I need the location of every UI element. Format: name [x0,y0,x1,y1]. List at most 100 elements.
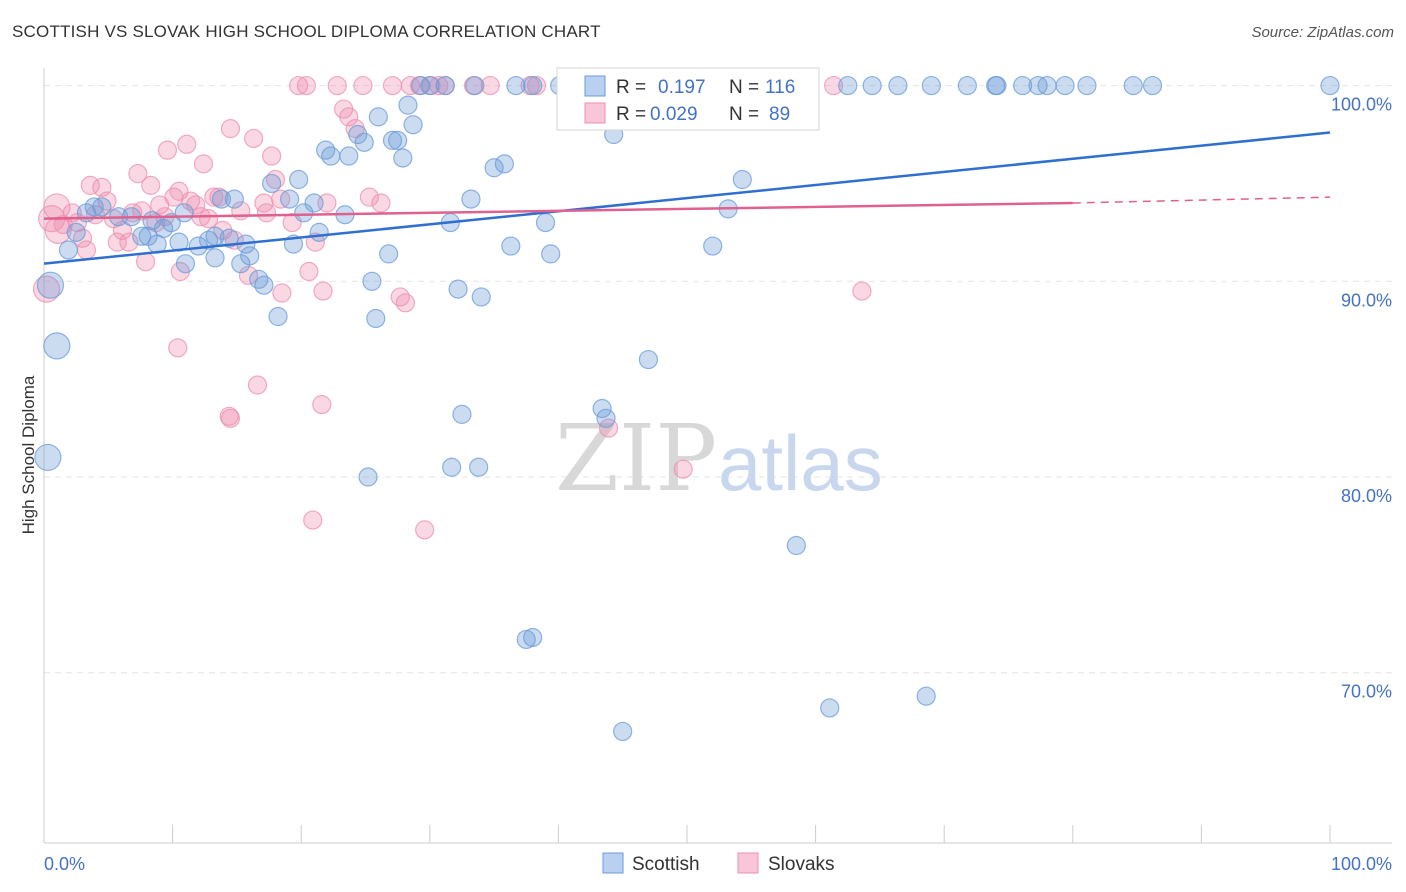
scottish-point [268,306,288,327]
scottish-point [862,75,882,96]
scottish-point [382,130,403,150]
scottish-point [516,629,536,650]
scottish-point [84,197,104,217]
bottom-legend-slovaks: Slovaks [768,854,835,875]
x-tick-label-end: 100.0% [1331,854,1392,874]
trend-line-slovaks [43,201,1073,220]
scottish-point [888,75,908,96]
scottish-point [66,222,86,242]
y-tick-label: 70.0% [1341,682,1392,702]
slovaks-point [32,275,61,303]
trend-lines [43,131,1331,265]
slovaks-point [244,128,264,149]
legend-scottish-n-value: 116 [765,77,795,98]
scottish-point [494,154,514,174]
slovaks-point [312,394,332,415]
scottish-point [379,244,399,264]
scottish-point [820,698,840,718]
y-tick-label: 100.0% [1331,95,1392,115]
scottish-point [304,193,324,213]
chart-title: SCOTTISH VS SLOVAK HIGH SCHOOL DIPLOMA C… [12,22,601,41]
scottish-point [1055,75,1075,96]
slovaks-point [852,281,872,301]
scottish-point [240,246,260,266]
scottish-point [1320,75,1340,96]
bottom-legend-swatch-scottish [602,852,624,874]
slovaks-point [238,265,259,286]
scottish-point [132,226,152,246]
scottish-point [224,189,244,209]
scottish-point [435,75,455,96]
bottom-legend-swatch-slovaks [737,852,759,874]
slovaks-point [480,75,500,96]
scottish-point [1142,75,1163,96]
bottom-legend: Scottish Slovaks [602,852,835,875]
slovaks-point [220,408,241,428]
slovaks-point [256,203,277,223]
y-tick-label: 80.0% [1341,486,1392,506]
scottish-point [354,132,374,152]
scottish-point [638,349,659,370]
slovaks-point [303,510,323,530]
scottish-point [153,218,174,239]
slovaks-point [141,175,161,195]
scottish-point [348,124,368,145]
slovaks-point [289,75,309,96]
scottish-point [34,443,62,472]
legend-swatch-scottish [584,75,606,97]
scottish-point [219,228,239,248]
scottish-point [398,95,418,115]
series-slovaks [32,75,872,540]
legend-slovaks-n-label: N = [729,104,759,125]
scottish-point [403,115,423,135]
slovaks-point [299,261,319,282]
scottish-point [957,75,977,96]
slovaks-point [359,187,379,207]
scottish-point [92,197,112,217]
scottish-point [1123,75,1143,96]
scottish-point [461,189,481,209]
slovaks-point [673,459,693,479]
scottish-point [484,158,504,178]
legend-scottish-r-label: R = [616,77,646,98]
scottish-point [339,146,359,166]
scottish-point [316,140,336,160]
scottish-point [280,189,300,209]
scottish-point [448,279,468,299]
scottish-point [535,212,556,233]
x-tick-label-start: 0.0% [44,854,85,874]
slovaks-point [339,107,359,127]
slovaks-point [296,75,316,96]
scottish-point [1013,75,1033,96]
scottish-point [523,75,543,96]
slovaks-point [135,252,156,272]
slovaks-point [204,187,224,207]
slovaks-point [262,146,282,166]
scottish-point [541,244,561,264]
scottish-point [321,146,341,166]
scottish-point [1077,75,1097,96]
scottish-point [501,236,521,256]
slovaks-point [382,75,403,96]
slovaks-point [220,119,241,139]
slovaks-point [128,164,148,184]
scottish-point [249,269,269,289]
source-credit: Source: ZipAtlas.com [1251,24,1394,41]
bottom-legend-scottish: Scottish [632,854,700,875]
slovaks-point [76,240,97,260]
slovaks-point [395,293,415,313]
scottish-point [205,248,225,268]
scottish-point [732,169,752,190]
y-axis-label: High School Diploma [19,375,38,534]
slovaks-point [272,283,292,303]
slovaks-point [199,209,219,229]
scottish-point [592,398,612,419]
slovaks-point [247,375,268,395]
scottish-point [309,222,329,242]
scottish-point [442,457,462,477]
scottish-point [613,721,633,742]
stats-legend: R = 0.197 N = 116 R = 0.029 N = 89 [556,67,820,131]
scottish-point [388,130,408,150]
slovaks-point [132,201,152,221]
watermark: ZIP atlas [555,405,883,512]
